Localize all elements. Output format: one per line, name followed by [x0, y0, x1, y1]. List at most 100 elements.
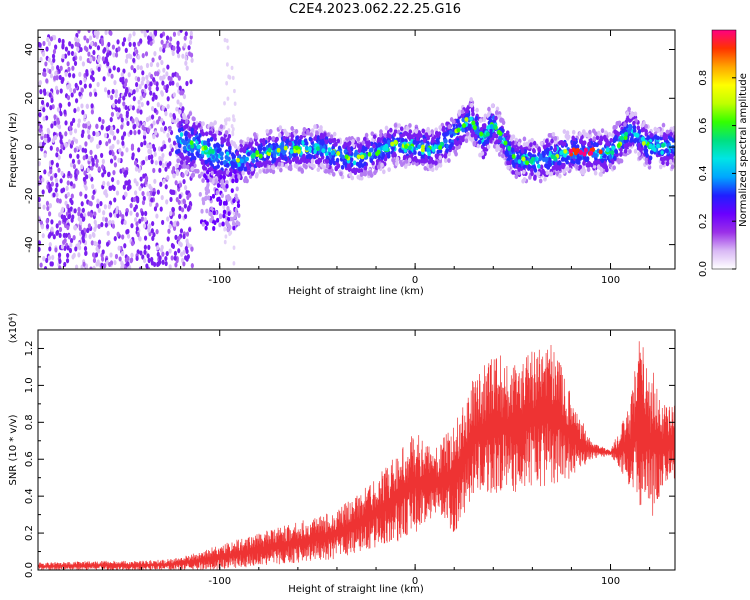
noise-speck — [179, 90, 183, 96]
noise-speck — [166, 64, 170, 70]
noise-speck — [172, 31, 177, 37]
noise-speck — [150, 73, 154, 80]
spectral-point — [578, 164, 582, 170]
noise-speck — [72, 117, 76, 123]
spectral-point — [271, 165, 276, 170]
spectral-point — [206, 138, 211, 143]
spectral-point — [661, 160, 665, 166]
noise-speck — [55, 152, 59, 158]
spectral-point — [431, 159, 436, 165]
noise-speck — [109, 212, 113, 218]
spectral-point — [383, 156, 388, 162]
noise-speck — [154, 130, 158, 136]
spectral-point — [649, 149, 654, 155]
noise-speck — [117, 107, 121, 113]
noise-speck — [67, 207, 71, 213]
noise-speck — [146, 191, 150, 197]
noise-speck — [165, 199, 169, 205]
noise-speck — [131, 155, 135, 161]
spectral-point — [297, 140, 301, 146]
noise-speck — [91, 183, 95, 190]
spectral-point — [472, 141, 477, 147]
noise-speck — [90, 41, 94, 47]
spectral-point — [316, 159, 321, 165]
noise-speck — [59, 88, 63, 94]
spectral-point — [359, 175, 364, 181]
noise-speck — [173, 255, 177, 261]
spectral-point — [196, 152, 201, 158]
noise-speck — [223, 239, 227, 245]
noise-speck — [66, 61, 70, 67]
colorbar-ticks: 0.00.20.40.60.8 — [698, 70, 736, 277]
spectral-point — [261, 137, 266, 143]
spectral-point — [346, 146, 351, 151]
noise-speck — [45, 218, 49, 224]
noise-speck — [112, 169, 116, 176]
spectral-point — [185, 164, 190, 170]
noise-speck — [161, 105, 165, 111]
noise-speck — [164, 255, 168, 262]
noise-speck — [166, 162, 170, 168]
noise-speck — [101, 256, 105, 262]
noise-speck — [165, 250, 169, 257]
spectral-point — [279, 146, 284, 152]
noise-speck — [82, 123, 86, 129]
noise-speck — [58, 258, 62, 264]
noise-speck — [51, 137, 55, 144]
noise-speck — [115, 190, 120, 196]
spectral-point — [542, 170, 546, 175]
spectral-point — [326, 132, 331, 138]
noise-speck — [73, 128, 78, 134]
spectral-point — [406, 132, 411, 138]
noise-speck — [135, 49, 139, 55]
noise-speck — [107, 41, 111, 48]
spectral-point — [522, 176, 527, 182]
noise-speck — [172, 45, 176, 51]
noise-speck — [113, 197, 117, 203]
spectral-point — [222, 209, 227, 215]
noise-speck — [135, 181, 139, 187]
spectral-point — [644, 157, 649, 163]
noise-speck — [77, 211, 81, 217]
spectral-point — [363, 165, 368, 171]
noise-speck — [187, 45, 191, 51]
noise-speck — [153, 107, 157, 114]
noise-speck — [48, 246, 52, 252]
noise-speck — [68, 153, 73, 159]
ridge-peak — [276, 147, 281, 153]
noise-speck — [96, 203, 100, 209]
noise-speck — [141, 199, 146, 206]
noise-speck — [50, 123, 54, 129]
noise-speck — [117, 46, 121, 52]
noise-speck — [161, 259, 165, 265]
spectral-point — [216, 143, 221, 149]
spectral-point — [227, 133, 232, 139]
noise-speck — [133, 160, 138, 166]
spectral-point — [533, 174, 537, 180]
spectral-point — [288, 159, 293, 165]
noise-speck — [110, 94, 114, 100]
noise-speck — [141, 124, 145, 131]
noise-speck — [123, 243, 127, 249]
ridge-peak — [589, 150, 594, 156]
noise-speck — [134, 166, 139, 172]
noise-speck — [147, 257, 151, 264]
noise-speck — [110, 73, 114, 79]
spectral-point — [310, 128, 315, 133]
noise-speck — [86, 129, 91, 135]
noise-speck — [177, 235, 181, 241]
noise-speck — [39, 262, 43, 268]
spectral-point — [400, 137, 405, 143]
noise-speck — [67, 66, 71, 72]
noise-speck — [102, 76, 106, 82]
noise-speck — [119, 113, 123, 119]
spectral-point — [300, 169, 305, 174]
spectral-point — [514, 174, 519, 180]
spectral-point — [372, 143, 376, 149]
noise-speck — [168, 125, 172, 131]
spectral-point — [216, 217, 220, 223]
spectral-point — [669, 131, 673, 137]
spectral-point — [628, 114, 633, 119]
noise-speck — [95, 158, 99, 164]
noise-speck — [161, 251, 165, 257]
